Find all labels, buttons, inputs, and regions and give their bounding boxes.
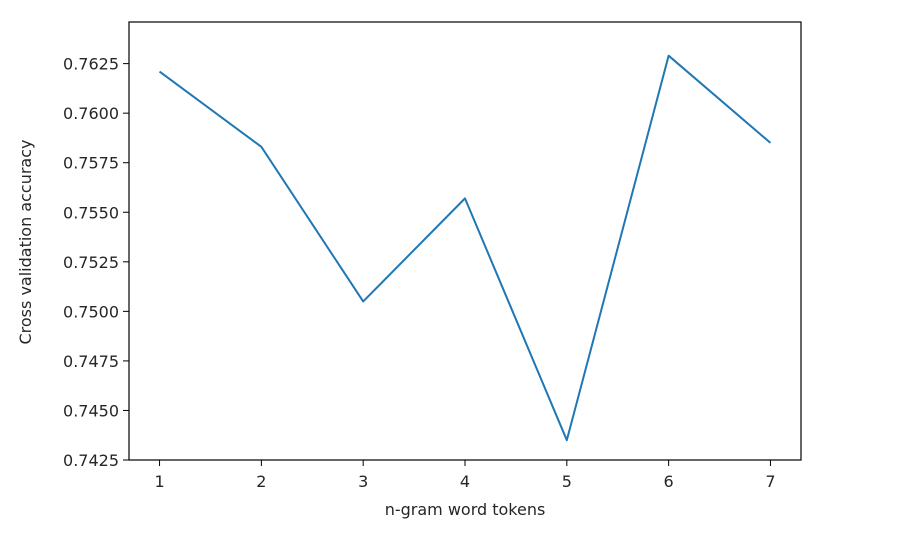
plot-frame [128, 21, 802, 461]
x-tick-label: 5 [562, 472, 572, 491]
y-axis: 0.7425 0.7450 0.7475 0.7500 0.7525 0.7550 0.75… [63, 55, 129, 470]
x-tick-label: 2 [256, 472, 266, 491]
x-tick-label: 7 [765, 472, 775, 491]
y-tick-label: 0.7600 [63, 104, 119, 123]
y-tick-label: 0.7550 [63, 203, 119, 222]
y-axis-label: Cross validation accuracy [16, 140, 35, 345]
y-tick-label: 0.7450 [63, 401, 119, 420]
series-line-0 [158, 54, 772, 442]
plot-area [128, 21, 802, 461]
y-tick-label: 0.7625 [63, 55, 119, 74]
x-tick-label: 1 [154, 472, 164, 491]
x-tick-label: 4 [460, 472, 470, 491]
x-tick-label: 6 [664, 472, 674, 491]
y-tick-label: 0.7475 [63, 352, 119, 371]
y-tick-label: 0.7425 [63, 451, 119, 470]
y-tick-label: 0.7575 [63, 154, 119, 173]
y-tick-label: 0.7500 [63, 302, 119, 321]
x-tick-label: 3 [358, 472, 368, 491]
y-tick-label: 0.7525 [63, 253, 119, 272]
x-axis-label: n-gram word tokens [385, 500, 546, 519]
x-axis: 1 2 3 4 5 6 7 [154, 460, 776, 491]
